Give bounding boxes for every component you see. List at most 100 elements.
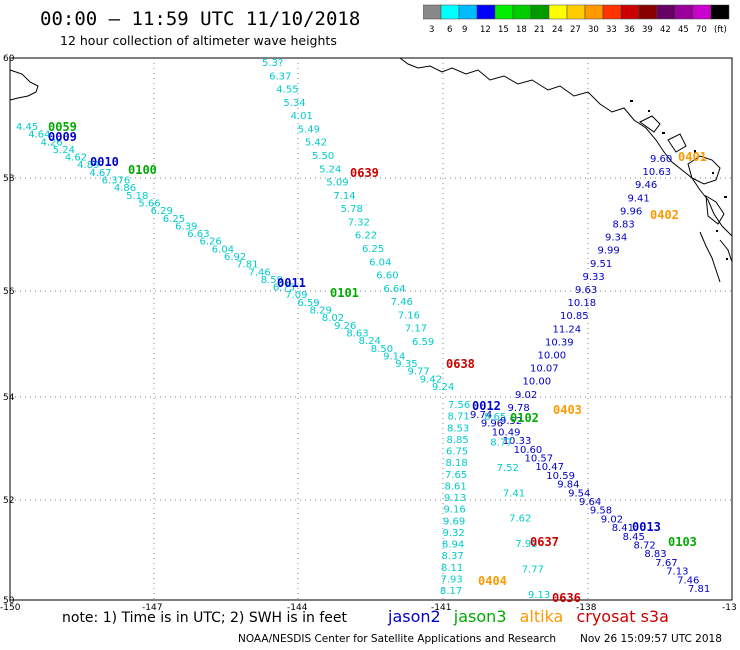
wave-height-value: 7.41 [503, 488, 525, 499]
wave-height-value: 7.81 [688, 584, 710, 595]
wave-height-value: 8.72 [634, 541, 656, 552]
pass-label-0636: 0636 [552, 591, 581, 605]
wave-height-value: 5.09 [326, 178, 348, 189]
pass-label-0100: 0100 [128, 163, 157, 177]
wave-height-value: 7.65 [445, 470, 467, 481]
lon-label: -147 [142, 603, 162, 613]
colorbar-label: 3 [429, 25, 434, 34]
wave-height-value: 9.77 [408, 367, 430, 378]
wave-height-value: 10.18 [568, 298, 597, 309]
pass-label-0101: 0101 [330, 286, 359, 300]
graticule [10, 58, 732, 600]
wave-height-value: 8.83 [644, 549, 666, 560]
wave-height-value: 7.62 [509, 514, 531, 525]
wave-height-value: 4.55 [276, 85, 298, 96]
wave-height-value: 5.18 [126, 191, 148, 202]
pass-label-0012: 0012 [472, 399, 501, 413]
wave-height-value: 9.96 [481, 419, 503, 430]
wave-height-value: 6.376 [102, 176, 131, 187]
legend-jason2: jason2 [388, 607, 441, 626]
colorbar-swatch [674, 4, 694, 20]
wave-height-value: 9.32 [443, 528, 465, 539]
wave-height-value: 5.66 [138, 199, 160, 210]
colorbar-swatch [423, 4, 442, 20]
colorbar-label: 21 [534, 25, 545, 34]
wave-height-value: 6.59 [412, 337, 434, 348]
wave-height-value: 8.53 [447, 423, 469, 434]
wave-height-value: 7.13 [666, 567, 688, 578]
lat-label: 54 [3, 393, 15, 403]
pass-label-0013: 0013 [632, 520, 661, 534]
colorbar-swatch [710, 4, 730, 20]
wave-height-value: 7.46 [391, 297, 413, 308]
lon-label: -144 [287, 603, 308, 613]
colorbar-label: 45 [678, 25, 689, 34]
credit-line: NOAA/NESDIS Center for Satellite Applica… [238, 633, 556, 645]
wave-height-value: 9.16 [444, 505, 466, 516]
lon-label: -141 [431, 603, 451, 613]
wave-height-value: 9.63 [575, 285, 597, 296]
longitude-labels: -150 -147 -144 -141 -138 -13 [0, 603, 737, 613]
wave-height-value: 9.42 [420, 374, 442, 385]
colorbar-swatch [620, 4, 640, 20]
wave-height-value: 10.49 [492, 427, 521, 438]
wave-height-value: 6.26 [200, 237, 222, 248]
legend-jason3: jason3 [453, 607, 507, 626]
wave-height-value: 8.61 [445, 481, 467, 492]
wave-height-value: 7.46 [249, 267, 271, 278]
wave-height-value: 9.84 [557, 480, 579, 491]
pass-label-0638: 0638 [446, 357, 475, 371]
wave-height-value: 10.85 [560, 311, 589, 322]
wave-height-value: 5.34 [283, 98, 305, 109]
wave-height-value: 9.69 [443, 516, 465, 527]
coastline [9, 57, 733, 283]
wave-height-value: 9.02 [601, 514, 623, 525]
page-subtitle: 12 hour collection of altimeter wave hei… [60, 33, 337, 48]
wave-height-value: 7.16 [398, 310, 420, 321]
legend-cryosat: cryosat s3a [576, 607, 669, 626]
colorbar-label: 9 [462, 25, 467, 34]
pass-label-0401: 0401 [678, 150, 707, 164]
wave-height-value: 6.22 [355, 231, 377, 242]
wave-height-value: 9.24 [432, 382, 454, 393]
colorbar-label: 42 [660, 25, 671, 34]
coastal-islands [630, 100, 728, 260]
colorbar-swatch [548, 4, 568, 20]
wave-height-value: 6.29 [151, 206, 173, 217]
satellite-legend: jason2 jason3 altika cryosat s3a [388, 607, 677, 626]
timestamp: Nov 26 15:09:57 UTC 2018 [580, 633, 722, 645]
wave-height-value: 6.04 [369, 257, 391, 268]
colorbar-swatch [494, 4, 514, 20]
pass-label-0010: 0010 [90, 155, 119, 169]
lon-label: -138 [576, 603, 597, 613]
wave-height-value: 10.07 [530, 364, 559, 375]
wave-height-value: 6.64 [383, 284, 405, 295]
wave-height-value: 6.63 [187, 229, 209, 240]
wave-height-value: 7.93 [515, 539, 537, 550]
wave-height-value: 8.94 [442, 540, 464, 551]
colorbar-swatch [440, 4, 460, 20]
wave-height-value: 6.60 [376, 271, 398, 282]
colorbar-label: 30 [588, 25, 599, 34]
wave-height-value: 9.14 [383, 351, 405, 362]
wave-height-value: 10.47 [535, 462, 564, 473]
wave-height-value: 5.78 [341, 204, 363, 215]
wave-height-value: 6.25 [163, 214, 185, 225]
wave-height-value: 8.29 [310, 306, 332, 317]
wave-height-value: 4.62 [65, 153, 87, 164]
wave-height-value: 4.26 [41, 137, 63, 148]
lat-label: 50 [3, 596, 15, 606]
wave-height-value: 6.37 [269, 71, 291, 82]
colorbar-label: 36 [624, 25, 635, 34]
wave-height-value: 9.13 [444, 493, 466, 504]
wave-height-value: 5.3? [262, 58, 283, 69]
colorbar-label: 15 [498, 25, 509, 34]
wave-height-value: 10.39 [545, 337, 574, 348]
wave-height-value: 9.13 [528, 590, 550, 601]
wave-height-value: 5.49 [298, 124, 320, 135]
colorbar-label: 6 [447, 25, 452, 34]
colorbar-label: (ft) [714, 25, 727, 34]
wave-height-value: 7.93 [441, 574, 463, 585]
footnote: note: 1) Time is in UTC; 2) SWH is in fe… [62, 610, 348, 626]
